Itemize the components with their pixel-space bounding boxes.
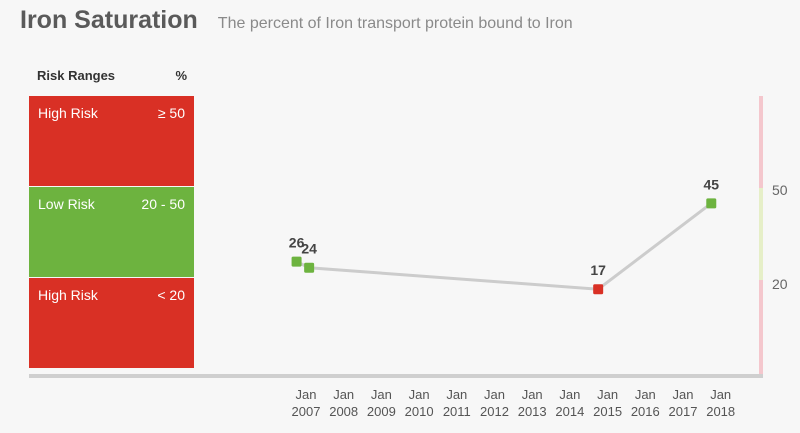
x-tick-label: Jan 2009: [366, 387, 396, 419]
x-tick-label: Jan 2007: [291, 387, 321, 419]
x-tick-label: Jan 2014: [555, 387, 585, 419]
data-label: 26: [289, 235, 305, 251]
x-tick-label: Jan 2017: [668, 387, 698, 419]
right-band-high-lower: [759, 280, 763, 374]
risk-band-label: Low Risk: [38, 196, 95, 212]
data-point[interactable]: [593, 284, 604, 295]
data-point[interactable]: [706, 198, 717, 209]
x-tick-label: Jan 2010: [404, 387, 434, 419]
x-tick-label: Jan 2015: [593, 387, 623, 419]
series-line: [295, 202, 713, 291]
x-tick-label: Jan 2013: [517, 387, 547, 419]
x-tick-label: Jan 2018: [706, 387, 736, 419]
x-tick-label: Jan 2016: [630, 387, 660, 419]
x-tick-label: Jan 2008: [329, 387, 359, 419]
risk-band-label: High Risk: [38, 287, 98, 303]
risk-band-high-upper: High Risk ≥ 50: [29, 96, 194, 187]
data-label: 24: [301, 241, 317, 257]
right-threshold-label-50: 50: [772, 182, 788, 198]
data-label: 17: [590, 262, 606, 278]
x-tick-label: Jan 2012: [480, 387, 509, 419]
risk-ranges-header: Risk Ranges %: [37, 68, 187, 83]
x-axis-line: [29, 374, 763, 378]
data-label: 45: [703, 176, 719, 192]
risk-band-low: Low Risk 20 - 50: [29, 187, 194, 278]
right-band-low: [759, 188, 763, 280]
risk-bands: High Risk ≥ 50 Low Risk 20 - 50 High Ris…: [29, 96, 194, 369]
risk-band-range: 20 - 50: [141, 196, 185, 212]
risk-band-range: < 20: [157, 287, 185, 303]
risk-band-label: High Risk: [38, 105, 98, 121]
chart-subtitle: The percent of Iron transport protein bo…: [217, 15, 573, 32]
risk-ranges-unit: %: [175, 68, 187, 83]
data-point[interactable]: [291, 256, 302, 267]
right-band-high-upper: [759, 96, 763, 188]
risk-band-high-lower: High Risk < 20: [29, 278, 194, 369]
risk-ranges-title: Risk Ranges: [37, 68, 116, 83]
chart-title: Iron Saturation: [20, 6, 198, 34]
chart-header: Iron Saturation The percent of Iron tran…: [20, 6, 573, 35]
risk-band-range: ≥ 50: [157, 105, 185, 121]
right-threshold-label-20: 20: [772, 276, 788, 292]
data-point[interactable]: [304, 262, 315, 273]
x-tick-label: Jan 2011: [442, 387, 471, 419]
